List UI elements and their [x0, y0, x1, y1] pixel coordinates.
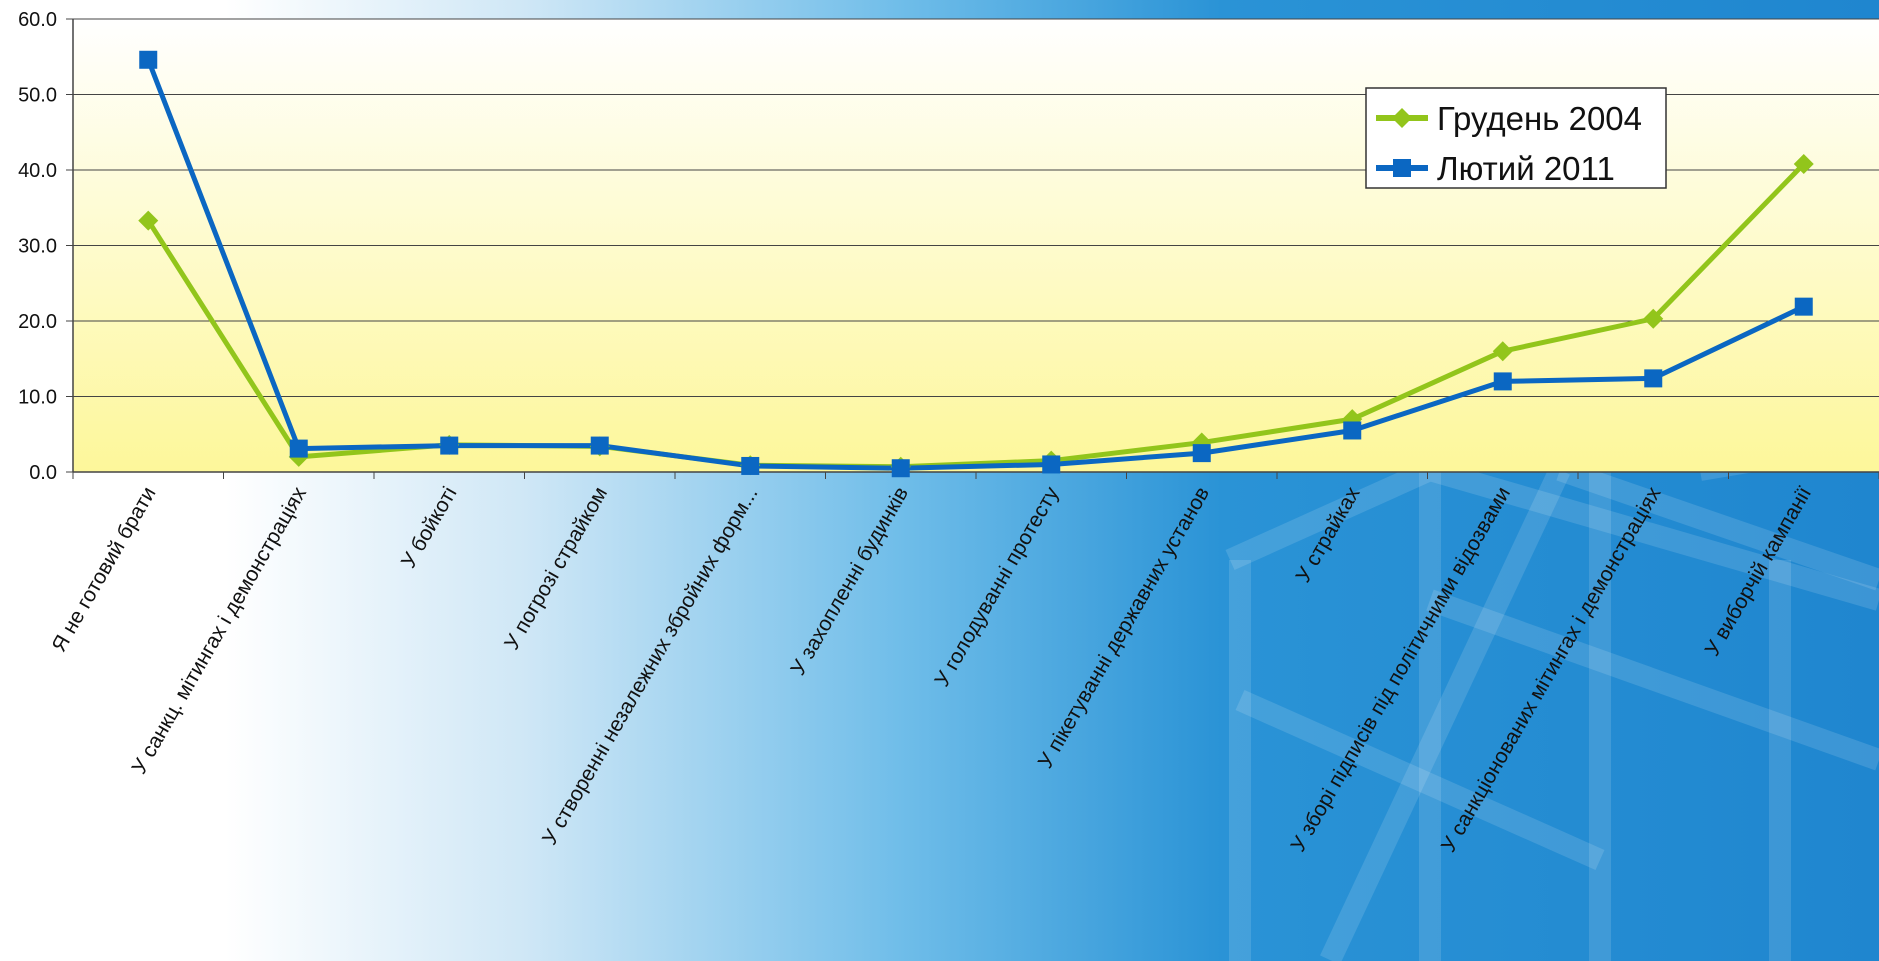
point-s1-11: [1794, 297, 1813, 316]
x-tick-label-1: У санкц. мітингах і демонстраціях: [128, 483, 312, 778]
x-tick-label-8: У страйках: [1292, 483, 1365, 587]
point-s0-0: [138, 210, 159, 231]
point-s1-2: [440, 436, 459, 455]
x-tick-label-0: Я не готовий брати: [47, 483, 160, 656]
point-s0-9: [1492, 341, 1513, 362]
point-s1-8: [1343, 421, 1362, 440]
legend-box: [1365, 87, 1667, 189]
x-tick-label-3: У погрозі страйком: [500, 483, 612, 654]
point-s1-10: [1644, 369, 1663, 388]
point-s0-10: [1643, 308, 1664, 329]
legend: Грудень 2004 Лютий 2011: [1365, 87, 1667, 189]
legend-marker-s1: [1393, 159, 1411, 177]
y-tick-label-5: 50.0: [18, 85, 57, 107]
x-tick-label-6: У голодуванні протесту: [930, 483, 1063, 691]
y-tick-label-4: 40.0: [18, 160, 57, 182]
x-tick-label-2: У бойкоті: [397, 483, 462, 572]
y-tick-label-3: 30.0: [18, 236, 57, 258]
point-s1-6: [1042, 455, 1061, 474]
y-tick-label-0: 0.0: [29, 462, 57, 484]
point-s1-3: [590, 436, 609, 455]
y-tick-label-6: 60.0: [18, 9, 57, 31]
y-tick-label-1: 10.0: [18, 387, 57, 409]
legend-label-s0: Грудень 2004: [1437, 100, 1642, 137]
point-s1-4: [741, 456, 760, 475]
point-s1-1: [289, 439, 308, 458]
point-s1-7: [1192, 444, 1211, 463]
legend-marker-s0: [1392, 108, 1412, 128]
point-s1-9: [1493, 372, 1512, 391]
point-s1-0: [139, 50, 158, 69]
x-tick-label-5: У захопленні будинків: [786, 483, 913, 679]
point-s1-5: [891, 459, 910, 478]
x-tick-label-11: У виборчій кампанії: [1701, 483, 1817, 660]
x-tick-label-7: У пікетуванні державних установ: [1034, 483, 1214, 772]
series-line-1: [145, 58, 1805, 471]
point-s0-11: [1793, 153, 1814, 174]
legend-label-s1: Лютий 2011: [1437, 150, 1615, 187]
y-tick-label-2: 20.0: [18, 311, 57, 333]
